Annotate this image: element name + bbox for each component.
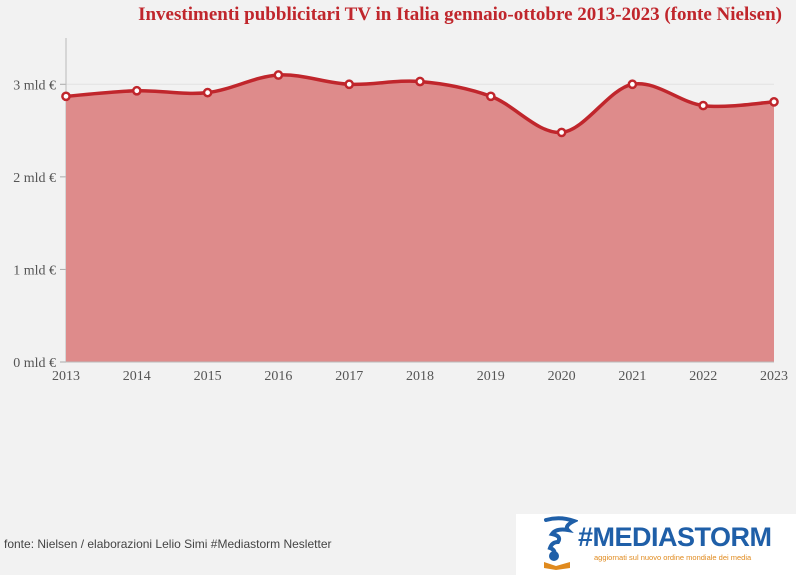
x-tick-label: 2014 (123, 369, 151, 384)
data-point[interactable] (61, 91, 71, 102)
data-point[interactable] (202, 87, 213, 98)
area-fill (66, 74, 774, 362)
x-tick-label: 2021 (618, 369, 646, 384)
x-tick-label: 2023 (760, 369, 788, 384)
logo-wordmark: #MEDIASTORM (578, 522, 772, 552)
x-tick-label: 2020 (548, 369, 576, 384)
tornado-reader-icon (544, 516, 578, 570)
x-axis: 2013 2014 2015 2016 2017 2018 2019 2020 2021 2022… (52, 361, 788, 384)
x-tick-label: 2022 (689, 369, 717, 384)
chart-title: Investimenti pubblicitari TV in Italia g… (138, 4, 782, 25)
data-point[interactable] (344, 79, 355, 90)
x-tick-label: 2019 (477, 369, 505, 384)
x-tick-label: 2017 (335, 369, 363, 384)
y-tick-label: 1 mld € (13, 263, 56, 278)
x-tick-label: 2016 (264, 369, 292, 384)
x-tick-label: 2018 (406, 369, 434, 384)
data-point[interactable] (627, 79, 638, 90)
data-point[interactable] (556, 127, 567, 138)
data-point[interactable] (769, 97, 779, 107)
data-point[interactable] (698, 100, 709, 111)
data-point[interactable] (273, 70, 284, 80)
y-tick-label: 0 mld € (13, 356, 56, 371)
data-point[interactable] (415, 76, 425, 87)
data-markers (61, 70, 779, 138)
y-tick-label: 3 mld € (13, 78, 56, 93)
x-tick-label: 2015 (194, 369, 222, 384)
x-tick-label: 2013 (52, 369, 80, 384)
source-note: fonte: Nielsen / elaborazioni Lelio Simi… (4, 537, 332, 551)
y-tick-label: 2 mld € (13, 171, 56, 186)
y-axis: 0 mld € 1 mld € 2 mld € 3 mld € (13, 38, 67, 371)
mediastorm-logo: #MEDIASTORM aggiornati sul nuovo ordine … (516, 514, 796, 575)
data-point[interactable] (131, 85, 142, 96)
data-point[interactable] (485, 91, 496, 102)
plot-area (65, 73, 775, 362)
logo-tagline: aggiornati sul nuovo ordine mondiale dei… (594, 553, 752, 562)
